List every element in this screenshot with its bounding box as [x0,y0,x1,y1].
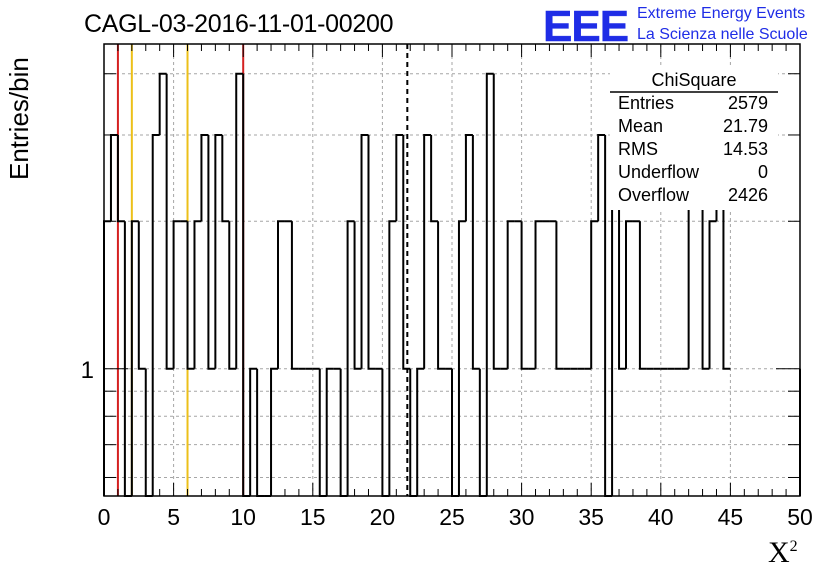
histogram-bin [103,220,111,496]
histogram-bin [193,220,202,369]
x-tick-label: 45 [718,504,744,530]
histogram-bin [200,133,209,222]
histogram-bin [242,73,251,497]
histogram-bin [555,221,564,370]
histogram-bin [701,134,710,370]
stats-row-value: 0 [758,162,768,182]
histogram-bin [409,368,418,497]
histogram-bin [618,134,626,370]
x-axis-label-base: X [768,536,790,569]
histogram-bin [186,221,195,370]
histogram-bin [318,368,327,497]
histogram-bin [534,220,543,369]
histogram-bin [346,220,355,496]
histogram-bin [625,220,633,369]
histogram-bin [437,221,446,370]
x-tick-label: 5 [167,504,180,530]
histogram-bin [109,133,118,222]
histogram-bin [402,134,411,370]
stats-row-value: 14.53 [723,139,768,159]
histogram-bin [471,134,480,370]
histogram-bin [116,134,125,223]
histogram-bin [325,367,334,496]
histogram-bin [172,220,181,369]
histogram-bin [137,221,146,370]
stats-row-value: 21.79 [723,116,768,136]
histogram-bin [207,134,216,370]
histogram-bin [221,134,230,223]
histogram-bin [638,221,647,370]
stats-row-label: Mean [618,116,663,136]
histogram-bin [388,220,397,496]
histogram-bin [423,133,432,369]
logo-subtitle-line1: Extreme Energy Events [637,5,806,22]
x-tick-label: 15 [300,504,326,530]
histogram-bin [430,134,439,223]
stats-row-label: Overflow [618,185,690,205]
histogram-bin [464,133,473,222]
histogram-bin [123,221,132,497]
x-tick-label: 40 [648,504,674,530]
stats-row-label: Underflow [618,162,700,182]
histogram-bin [708,220,717,369]
x-tick-label: 50 [787,504,813,530]
stats-box-title: ChiSquare [651,70,736,90]
histogram-bin [158,72,167,135]
histogram-bin [478,368,487,497]
histogram-bin [130,220,139,496]
histogram-bin [228,221,237,370]
histogram-bin [249,367,258,496]
histogram-bin [590,220,599,369]
stats-row-label: Entries [618,93,674,113]
x-axis-label-superscript: 2 [789,538,798,555]
stats-row-value: 2579 [728,93,768,113]
y-tick-label: 1 [81,357,94,384]
histogram-bin [165,73,174,370]
histogram-bin [506,220,515,369]
histogram-bin [339,368,348,497]
histogram-bin [597,133,606,222]
stats-row-value: 2426 [728,185,768,205]
x-tick-label: 0 [98,504,111,530]
x-tick-label: 30 [509,504,535,530]
x-axis-label: X2 [768,536,798,570]
eee-logo: EEE [543,2,630,52]
logo-subtitle-line2: La Scienza nelle Scuole [637,26,808,43]
histogram-bin [451,368,459,497]
stats-box-bg [610,66,778,210]
histogram-bin [492,73,501,370]
histogram-bin [256,368,265,497]
histogram-bin [485,72,494,496]
histogram-bin [722,134,731,370]
histogram-bin [395,133,404,222]
histogram-bin [353,221,362,370]
histogram-bin [457,220,466,496]
histogram-bin [144,368,153,497]
x-tick-label: 20 [370,504,396,530]
histogram-bin [270,367,278,496]
histogram-bin [381,368,390,497]
histogram-bin [151,133,160,496]
histogram-bin [367,134,376,370]
histogram-bin [235,72,244,369]
histogram-bin [290,221,299,370]
histogram-bin [360,133,369,369]
histogram-bin [277,220,285,369]
stats-row-label: RMS [618,139,658,159]
x-tick-label: 10 [230,504,256,530]
histogram-bin [520,221,529,370]
histogram-bin [416,367,425,496]
x-tick-label: 35 [578,504,604,530]
histogram-bin [214,133,223,369]
x-tick-label: 25 [439,504,465,530]
page-title: CAGL-03-2016-11-01-00200 [84,10,394,38]
